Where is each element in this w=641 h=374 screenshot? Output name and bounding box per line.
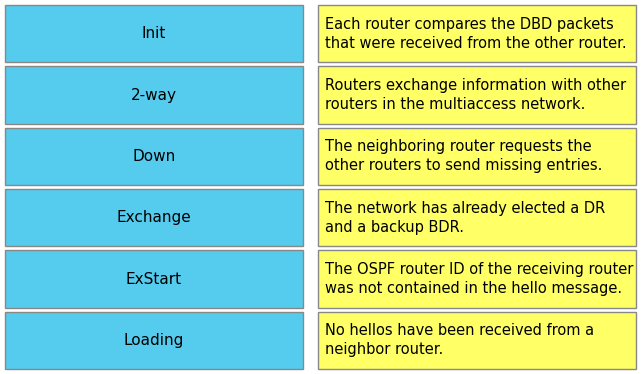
FancyBboxPatch shape: [318, 189, 636, 246]
FancyBboxPatch shape: [5, 128, 303, 185]
FancyBboxPatch shape: [318, 128, 636, 185]
FancyBboxPatch shape: [318, 250, 636, 308]
FancyBboxPatch shape: [5, 66, 303, 124]
Text: Loading: Loading: [124, 333, 184, 348]
Text: The neighboring router requests the
other routers to send missing entries.: The neighboring router requests the othe…: [325, 139, 603, 174]
FancyBboxPatch shape: [5, 5, 303, 62]
Text: ExStart: ExStart: [126, 272, 182, 286]
FancyBboxPatch shape: [5, 312, 303, 369]
Text: Exchange: Exchange: [117, 210, 192, 225]
Text: 2-way: 2-way: [131, 88, 177, 102]
Text: The OSPF router ID of the receiving router
was not contained in the hello messag: The OSPF router ID of the receiving rout…: [325, 262, 633, 296]
FancyBboxPatch shape: [318, 312, 636, 369]
Text: Routers exchange information with other
routers in the multiaccess network.: Routers exchange information with other …: [325, 78, 626, 112]
Text: The network has already elected a DR
and a backup BDR.: The network has already elected a DR and…: [325, 200, 605, 235]
FancyBboxPatch shape: [5, 250, 303, 308]
Text: Each router compares the DBD packets
that were received from the other router.: Each router compares the DBD packets tha…: [325, 16, 627, 51]
FancyBboxPatch shape: [318, 5, 636, 62]
Text: No hellos have been received from a
neighbor router.: No hellos have been received from a neig…: [325, 323, 594, 358]
FancyBboxPatch shape: [5, 189, 303, 246]
Text: Down: Down: [133, 149, 176, 164]
FancyBboxPatch shape: [318, 66, 636, 124]
Text: Init: Init: [142, 26, 166, 41]
